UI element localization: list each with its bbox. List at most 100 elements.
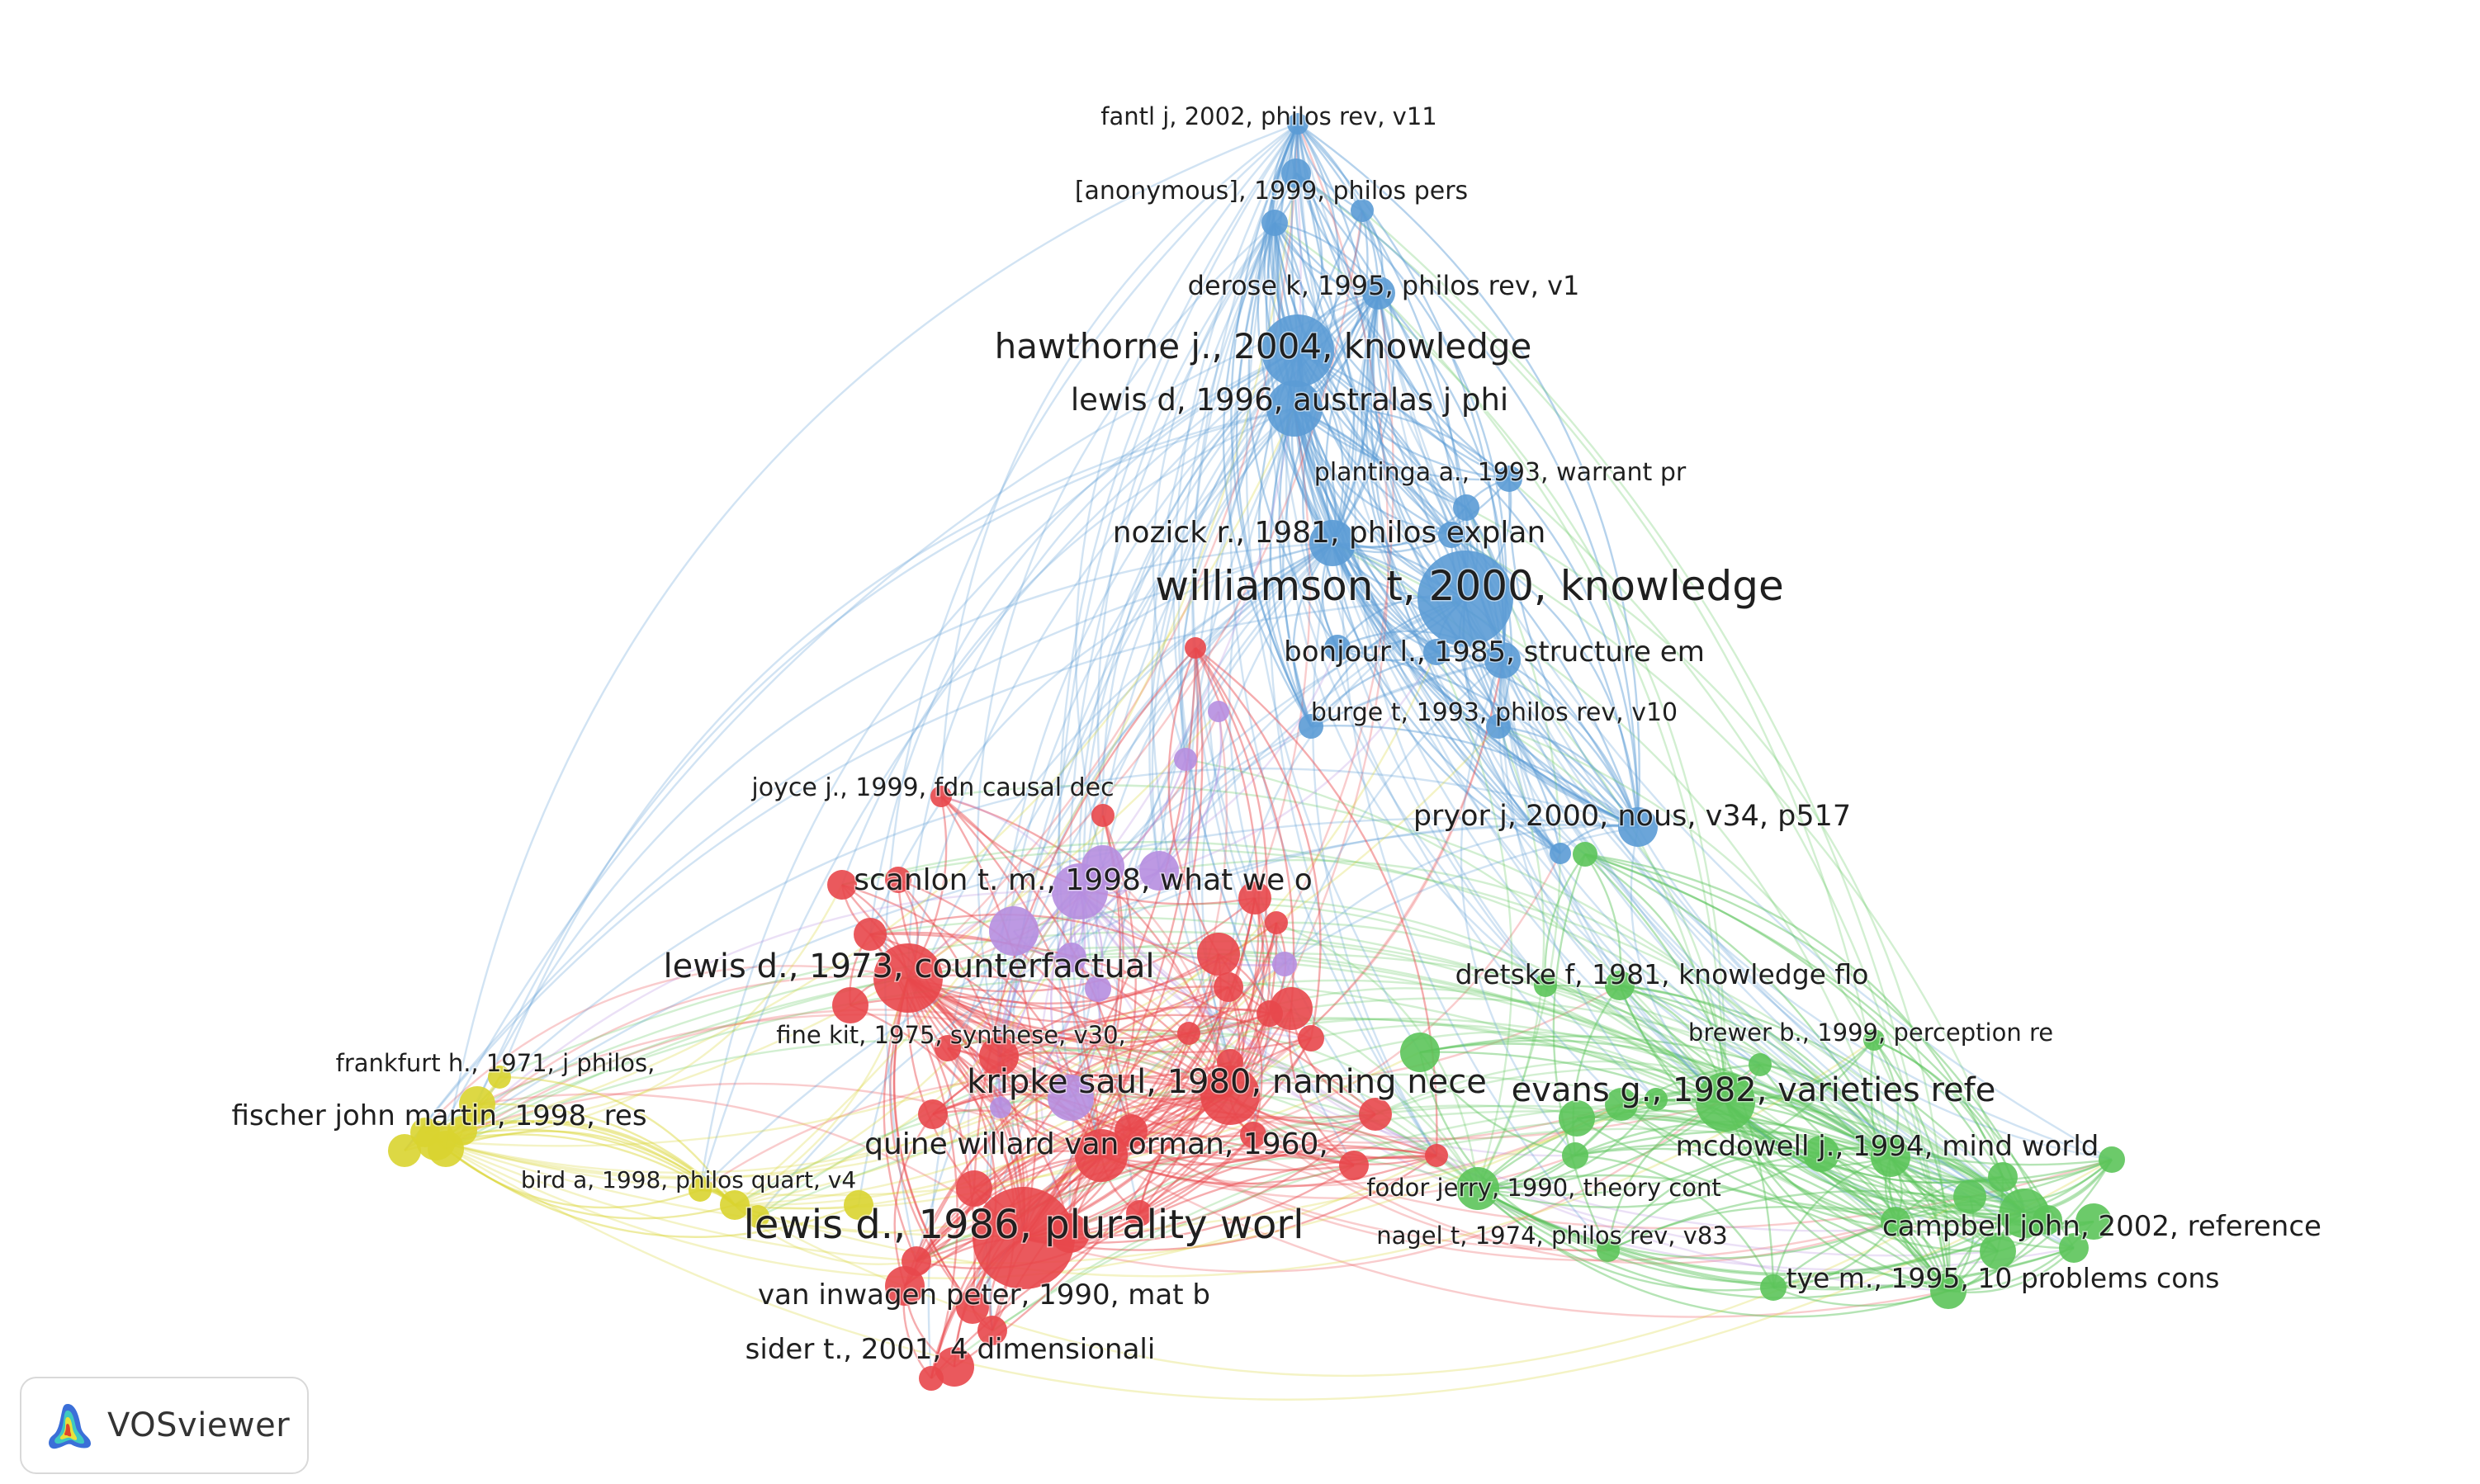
label-sider[interactable]: sider t., 2001, 4 dimensionali [744, 1332, 1157, 1368]
node-p6[interactable] [1174, 748, 1197, 771]
node-r24[interactable] [956, 1291, 989, 1324]
node-p9[interactable] [990, 1097, 1011, 1118]
node-g2[interactable] [1559, 1100, 1595, 1137]
label-plantinga[interactable]: plantinga a., 1993, warrant pr [1313, 457, 1687, 489]
node-b5[interactable] [1324, 635, 1351, 661]
node-b3[interactable] [1496, 466, 1522, 492]
node-b6[interactable] [1486, 714, 1511, 739]
node-r5[interactable] [979, 1037, 1019, 1076]
node-r11[interactable] [1270, 987, 1313, 1030]
node-g14[interactable] [1988, 1162, 2018, 1192]
node-lewis1973[interactable] [873, 943, 943, 1013]
node-campbell[interactable] [2000, 1189, 2049, 1238]
node-b4[interactable] [1438, 522, 1465, 548]
node-r17[interactable] [1240, 1122, 1266, 1148]
node-g4[interactable] [1605, 1088, 1638, 1121]
label-williamson[interactable]: williamson t, 2000, knowledge [1154, 561, 1785, 612]
node-r20[interactable] [1359, 1098, 1392, 1131]
label-derose[interactable]: derose k, 1995, philos rev, v1 [1186, 269, 1581, 303]
node-r7[interactable] [1197, 933, 1240, 976]
node-g10[interactable] [1980, 1233, 2016, 1269]
node-g11[interactable] [2059, 1233, 2089, 1263]
node-r19[interactable] [1425, 1144, 1448, 1167]
node-anonymous[interactable] [1261, 210, 1288, 236]
node-g9[interactable] [2075, 1203, 2112, 1240]
label-lewis1996[interactable]: lewis d, 1996, australas j phi [1069, 381, 1509, 419]
vosviewer-logo[interactable]: VOSviewer [20, 1377, 309, 1474]
label-quine[interactable]: quine willard van orman, 1960, [864, 1127, 1330, 1163]
node-y2[interactable] [388, 1134, 421, 1167]
label-nagel[interactable]: nagel t, 1974, philos rev, v83 [1375, 1221, 1729, 1251]
label-burge[interactable]: burge t, 1993, philos rev, v10 [1309, 697, 1678, 729]
node-r1[interactable] [827, 870, 857, 900]
node-r29[interactable] [930, 786, 952, 807]
node-g3[interactable] [1562, 1142, 1588, 1169]
node-r25[interactable] [977, 1316, 1007, 1345]
label-brewer[interactable]: brewer b., 1999, perception re [1687, 1018, 2054, 1048]
node-r28[interactable] [1185, 637, 1206, 659]
node-y8[interactable] [844, 1190, 873, 1220]
node-g16[interactable] [1645, 1088, 1668, 1111]
node-g5[interactable] [1534, 974, 1557, 997]
node-lewis1996[interactable] [1266, 380, 1323, 437]
node-williamson[interactable] [1417, 551, 1513, 646]
node-r6[interactable] [935, 1035, 961, 1061]
label-bird[interactable]: bird a, 1998, philos quart, v4 [519, 1165, 857, 1195]
node-g15[interactable] [1881, 1207, 1910, 1236]
label-lewis1973[interactable]: lewis d., 1973, counterfactual [662, 947, 1156, 987]
node-brewer[interactable] [1749, 1053, 1772, 1076]
node-b8[interactable] [1423, 639, 1450, 665]
node-r18[interactable] [1339, 1151, 1369, 1180]
node-p8[interactable] [1272, 952, 1297, 976]
node-plantinga[interactable] [1453, 494, 1479, 521]
node-g1[interactable] [1400, 1033, 1440, 1072]
label-evans[interactable]: evans g., 1982, varieties refe [1510, 1070, 1997, 1111]
node-derose[interactable] [1362, 276, 1395, 310]
label-bonjour[interactable]: bonjour l., 1985, structure em [1283, 635, 1706, 670]
node-g8[interactable] [2099, 1146, 2125, 1173]
node-r10[interactable] [1214, 972, 1243, 1002]
node-g18[interactable] [1953, 1180, 1986, 1213]
node-fodor[interactable] [1456, 1167, 1499, 1210]
node-burge[interactable] [1299, 714, 1323, 739]
node-lewis1986[interactable] [973, 1187, 1075, 1289]
node-p7[interactable] [1208, 701, 1229, 722]
node-g6[interactable] [1863, 1029, 1885, 1051]
node-dretske[interactable] [1605, 971, 1635, 1000]
label-joyce[interactable]: joyce j., 1999, fdn causal dec [750, 773, 1115, 804]
node-fischer[interactable] [416, 1121, 456, 1160]
node-nagel[interactable] [1597, 1239, 1620, 1262]
node-y6[interactable] [488, 1066, 511, 1089]
node-r4[interactable] [832, 987, 868, 1023]
node-r26[interactable] [935, 1347, 974, 1387]
node-r14[interactable] [1177, 1022, 1200, 1045]
node-r22[interactable] [885, 1266, 925, 1306]
label-tye[interactable]: tye m., 1995, 10 problems cons [1785, 1261, 2221, 1296]
node-r33[interactable] [1126, 1200, 1152, 1226]
node-bird[interactable] [720, 1190, 750, 1220]
node-p5[interactable] [1085, 976, 1111, 1002]
node-r3[interactable] [854, 918, 887, 951]
node-r32[interactable] [956, 1170, 992, 1207]
node-y1[interactable] [459, 1086, 495, 1122]
node-r8[interactable] [1238, 881, 1271, 915]
label-fodor[interactable]: fodor jerry, 1990, theory cont [1365, 1173, 1722, 1203]
node-g17[interactable] [1573, 842, 1597, 867]
label-campbell[interactable]: campbell john, 2002, reference [1881, 1209, 2323, 1245]
node-b2[interactable] [1351, 199, 1374, 222]
node-mcdowell[interactable] [1871, 1137, 1910, 1177]
label-vaninwagen[interactable]: van inwagen peter, 1990, mat b [757, 1278, 1212, 1313]
node-evans[interactable] [1696, 1072, 1755, 1132]
label-pryor[interactable]: pryor j, 2000, nous, v34, p517 [1412, 799, 1852, 834]
node-y7[interactable] [689, 1179, 712, 1202]
label-fine[interactable]: fine kit, 1975, synthese, v30, [775, 1020, 1128, 1051]
node-g13[interactable] [1760, 1274, 1787, 1301]
label-scanlon[interactable]: scanlon t. m., 1998, what we o [853, 863, 1314, 899]
label-fischer[interactable]: fischer john martin, 1998, res [230, 1099, 648, 1134]
node-g7[interactable] [1803, 1136, 1839, 1172]
node-p4[interactable] [1057, 943, 1086, 972]
label-kripke[interactable]: kripke saul, 1980, naming nece [966, 1062, 1488, 1103]
label-fantl[interactable]: fantl j, 2002, philos rev, v11 [1100, 102, 1439, 132]
node-fantl[interactable] [1287, 113, 1309, 135]
node-quine[interactable] [1075, 1129, 1128, 1182]
